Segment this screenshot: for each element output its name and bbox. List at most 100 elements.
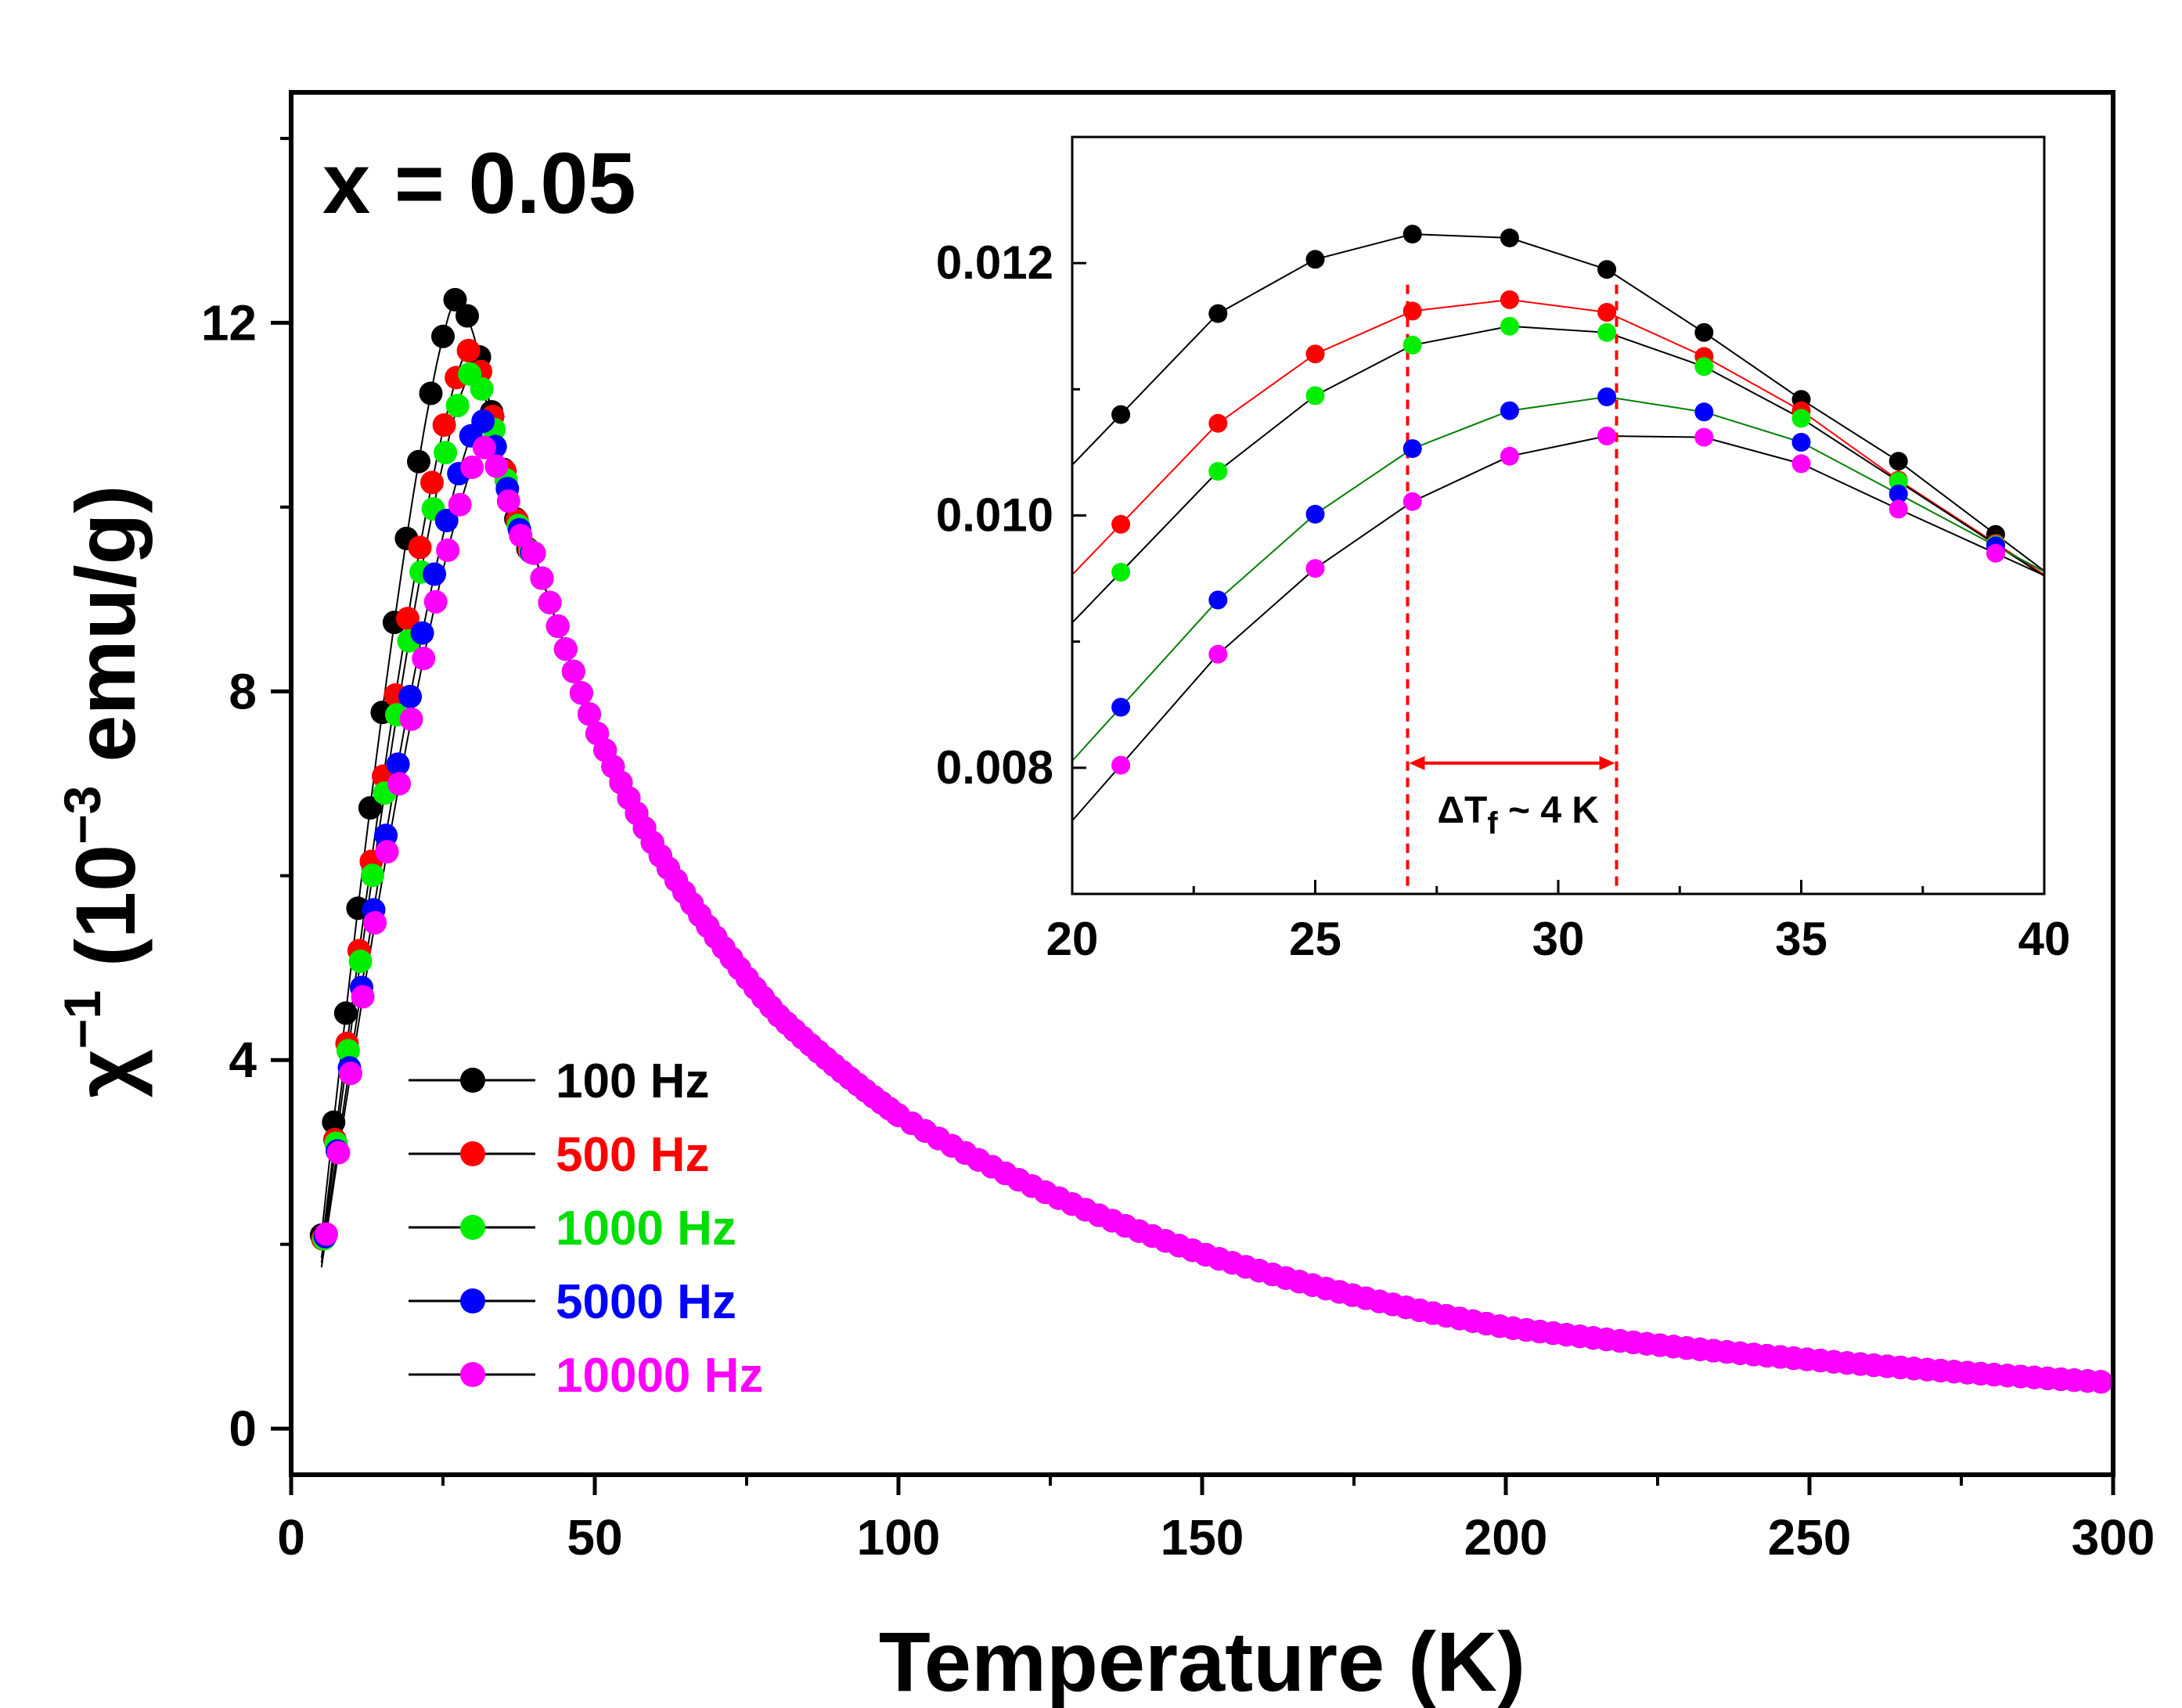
data-point	[471, 409, 495, 434]
inset-data-point	[1597, 303, 1617, 322]
data-point	[408, 535, 432, 560]
inset-data-point	[1111, 755, 1131, 775]
data-point	[434, 509, 459, 532]
inset-series-line-5000-Hz	[1071, 395, 2045, 762]
legend-item: 1000 Hz	[409, 1202, 736, 1256]
inset-data-point	[1791, 433, 1811, 452]
y-axis-title: χ−1 (10−3 emu/g)	[53, 485, 153, 1098]
inset-x-tick-label: 35	[1775, 913, 1827, 965]
inset-data-point	[1111, 697, 1131, 717]
inset-data-point	[1208, 413, 1228, 433]
data-point	[396, 607, 419, 631]
inset-data-point	[1305, 344, 1325, 364]
inset-axes-ticks: 20 25 30 35 40 0.008 0.010 0.012	[936, 236, 2071, 965]
data-point	[434, 441, 458, 465]
data-point	[420, 470, 444, 495]
inset-y-tick-label: 0.008	[936, 741, 1053, 794]
data-point	[386, 752, 410, 777]
legend-label: 500 Hz	[556, 1128, 709, 1182]
inset-data-point	[1694, 402, 1714, 422]
sample-annotation: x = 0.05	[322, 135, 636, 232]
data-point	[432, 413, 456, 437]
inset-x-tick-label: 25	[1289, 913, 1341, 965]
data-point	[412, 647, 436, 671]
inset-data-point	[1208, 304, 1228, 323]
inset-data-point	[1791, 409, 1811, 428]
inset-arrow-head-left	[1409, 755, 1425, 770]
inset-data-point	[1208, 590, 1228, 610]
data-point	[363, 910, 387, 935]
legend-item: 500 Hz	[409, 1128, 709, 1182]
data-point	[358, 796, 382, 820]
data-point	[315, 1222, 338, 1246]
x-tick-label: 100	[857, 1509, 941, 1566]
data-point	[339, 1061, 362, 1086]
y-tick-label: 12	[201, 294, 257, 351]
data-point	[546, 614, 570, 638]
data-point	[522, 541, 546, 565]
inset-data-point	[1402, 301, 1422, 321]
inset-data-point	[1597, 260, 1617, 279]
y-axis-title-unit-close: emu/g)	[58, 485, 153, 786]
data-point	[348, 949, 373, 974]
y-axis-title-unit-sup: −3	[53, 786, 111, 845]
inset-data-point	[1402, 225, 1422, 244]
inset-data-point	[1694, 427, 1714, 447]
data-point	[578, 702, 601, 726]
data-point	[530, 566, 554, 590]
inset-markers-10000-Hz	[1111, 427, 2005, 775]
data-point	[423, 589, 448, 614]
series-markers-10000-Hz	[315, 435, 2113, 1394]
inset-series-line-10000-Hz	[1071, 434, 2045, 822]
inset-data-point	[1402, 439, 1422, 459]
inset-annotation: ΔTf ~ 4 K	[1437, 790, 1599, 841]
x-axis-title: Temperature (K)	[879, 1614, 1525, 1708]
main-axes-ticks: 0 50 100 150 200 250 300 0 4 8 12	[201, 136, 2155, 1566]
x-tick-label: 300	[2072, 1509, 2155, 1566]
x-tick-label: 150	[1161, 1509, 1244, 1566]
data-point	[460, 456, 484, 479]
data-point	[448, 492, 472, 517]
inset-data-point	[1889, 452, 1908, 471]
inset-data-point	[1305, 386, 1325, 405]
data-point	[326, 1140, 351, 1165]
legend-label: 10000 Hz	[556, 1349, 763, 1403]
inset-data-point	[1305, 250, 1325, 269]
inset-data-point	[1500, 401, 1519, 420]
inset-data-point	[1694, 323, 1714, 342]
data-point	[538, 590, 562, 614]
legend-label: 100 Hz	[556, 1054, 709, 1108]
inset-y-tick-label: 0.010	[936, 489, 1053, 542]
legend-label: 1000 Hz	[556, 1202, 736, 1256]
data-point	[410, 621, 434, 645]
inset-series-line-500-Hz	[1071, 298, 2045, 576]
y-tick-label: 0	[229, 1400, 257, 1457]
inset-data-point	[1500, 290, 1519, 309]
legend-item: 5000 Hz	[409, 1275, 736, 1329]
legend-marker	[460, 1215, 485, 1240]
data-point	[351, 985, 375, 1009]
inset-background	[1072, 137, 2044, 894]
data-point	[456, 338, 481, 362]
data-point	[509, 524, 533, 548]
inset-series-line-1000-Hz	[1071, 325, 2045, 624]
inset-data-point	[1889, 485, 1908, 504]
data-point	[361, 863, 384, 888]
inset-data-point	[1791, 454, 1811, 474]
legend-item: 100 Hz	[409, 1054, 709, 1108]
data-point	[375, 840, 399, 864]
inset-data-point	[1889, 499, 1908, 519]
data-point	[407, 449, 430, 474]
y-axis-title-sup: −1	[53, 990, 111, 1049]
data-point	[387, 772, 412, 796]
legend-marker	[460, 1068, 485, 1093]
legend: 100 Hz 500 Hz 1000 Hz 5000 Hz 10000 Hz	[409, 1054, 763, 1403]
data-point	[445, 394, 470, 418]
inset-y-tick-label: 0.012	[936, 236, 1053, 289]
data-point	[2089, 1370, 2113, 1394]
legend-marker	[460, 1362, 485, 1387]
inset-data-point	[1597, 427, 1617, 445]
data-point	[553, 637, 578, 661]
inset-data-point	[1694, 357, 1714, 377]
